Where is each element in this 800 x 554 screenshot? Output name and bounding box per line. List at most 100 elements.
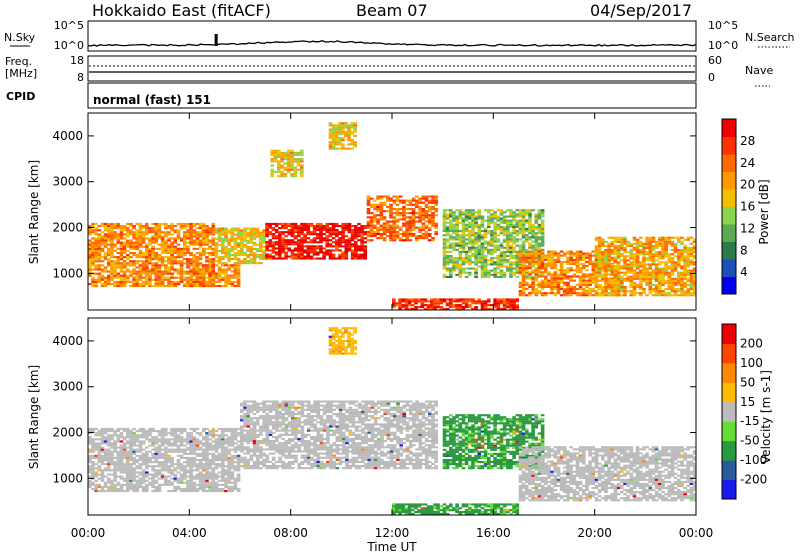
heatmap-cell <box>236 227 241 230</box>
heatmap-cell <box>135 233 140 236</box>
heatmap-cell <box>620 281 624 284</box>
heatmap-cell <box>88 448 92 451</box>
heatmap-cell <box>151 490 155 493</box>
heatmap-cell <box>537 242 542 245</box>
heatmap-cell <box>170 241 174 244</box>
heatmap-cell <box>100 438 105 441</box>
heatmap-cell <box>132 471 136 474</box>
heatmap-cell <box>325 229 330 232</box>
heatmap-cell <box>135 283 140 286</box>
heatmap-cell <box>629 271 634 274</box>
heatmap-cell <box>531 209 535 212</box>
heatmap-cell <box>122 490 127 493</box>
heatmap-cell <box>179 260 184 263</box>
heatmap-cell <box>521 258 526 261</box>
heatmap-cell <box>528 228 532 231</box>
heatmap-cell <box>208 231 212 234</box>
heatmap-cell <box>328 137 333 140</box>
heatmap-cell <box>468 273 472 276</box>
heatmap-cell <box>126 235 130 238</box>
heatmap-cell <box>249 249 254 252</box>
heatmap-cell <box>461 225 466 228</box>
heatmap-cell <box>445 246 450 249</box>
heatmap-cell <box>259 237 263 240</box>
heatmap-cell <box>667 273 672 276</box>
heatmap-cell <box>107 440 111 443</box>
heatmap-cell <box>284 251 288 254</box>
heatmap-cell <box>132 469 136 472</box>
heatmap-cell <box>395 235 400 238</box>
heatmap-cell <box>483 248 488 251</box>
heatmap-cell <box>233 256 238 259</box>
heatmap-cell <box>651 269 656 272</box>
heatmap-cell <box>277 160 281 163</box>
heatmap-cell <box>344 130 348 133</box>
heatmap-cell <box>471 242 475 245</box>
heatmap-cell <box>525 287 529 290</box>
heatmap-cell <box>661 242 665 245</box>
heatmap-cell <box>100 249 105 252</box>
heatmap-cell <box>582 265 586 268</box>
heatmap-cell <box>217 280 222 283</box>
heatmap-cell <box>623 294 627 297</box>
heatmap-cell <box>540 279 545 282</box>
heatmap-cell <box>129 454 133 457</box>
heatmap-cell <box>525 265 529 268</box>
heatmap-cell <box>208 264 212 267</box>
heatmap-cell <box>607 253 611 256</box>
heatmap-cell <box>316 253 320 256</box>
colorbar-tick-label: 16 <box>740 200 755 214</box>
heatmap-cell <box>309 257 314 260</box>
heatmap-cell <box>173 245 178 248</box>
heatmap-cell <box>575 258 580 261</box>
heatmap-cell <box>110 456 114 459</box>
heatmap-cell <box>148 276 152 279</box>
heatmap-cell <box>103 438 108 441</box>
heatmap-cell <box>626 240 630 243</box>
heatmap-cell <box>138 440 143 443</box>
heatmap-cell <box>458 304 463 307</box>
heatmap-cell <box>186 285 190 288</box>
heatmap-cell <box>502 304 507 307</box>
heatmap-cell <box>107 260 111 263</box>
heatmap-cell <box>154 239 159 242</box>
heatmap-cell <box>509 300 513 303</box>
heatmap-cell <box>658 290 662 293</box>
heatmap-cell <box>537 254 542 257</box>
heatmap-cell <box>418 216 422 219</box>
heatmap-cell <box>464 244 469 247</box>
heatmap-cell <box>280 166 284 169</box>
heatmap-cell <box>122 225 127 228</box>
heatmap-cell <box>164 266 168 269</box>
heatmap-cell <box>167 247 171 250</box>
heatmap-cell <box>635 257 640 260</box>
heatmap-cell <box>392 222 397 225</box>
heatmap-cell <box>265 247 269 250</box>
heatmap-cell <box>648 259 653 262</box>
heatmap-cell <box>575 260 580 263</box>
heatmap-cell <box>100 454 105 457</box>
colorbar-segment <box>722 171 736 190</box>
heatmap-cell <box>439 306 444 309</box>
heatmap-cell <box>103 442 108 445</box>
heatmap-cell <box>132 270 136 273</box>
heatmap-cell <box>597 267 602 270</box>
heatmap-cell <box>347 137 351 140</box>
heatmap-cell <box>278 237 282 240</box>
heatmap-cell <box>689 259 694 262</box>
heatmap-cell <box>540 244 545 247</box>
heatmap-cell <box>534 267 539 270</box>
heatmap-cell <box>493 246 497 249</box>
heatmap-cell <box>205 272 209 275</box>
heatmap-cell <box>252 231 257 234</box>
heatmap-cell <box>575 265 580 268</box>
heatmap-cell <box>534 275 539 278</box>
heatmap-cell <box>601 273 605 276</box>
heatmap-cell <box>306 225 311 228</box>
heatmap-cell <box>566 294 570 297</box>
heatmap-cell <box>506 215 510 218</box>
heatmap-cell <box>474 263 478 266</box>
heatmap-cell <box>122 274 127 277</box>
heatmap-cell <box>642 259 646 262</box>
heatmap-cell <box>195 280 200 283</box>
